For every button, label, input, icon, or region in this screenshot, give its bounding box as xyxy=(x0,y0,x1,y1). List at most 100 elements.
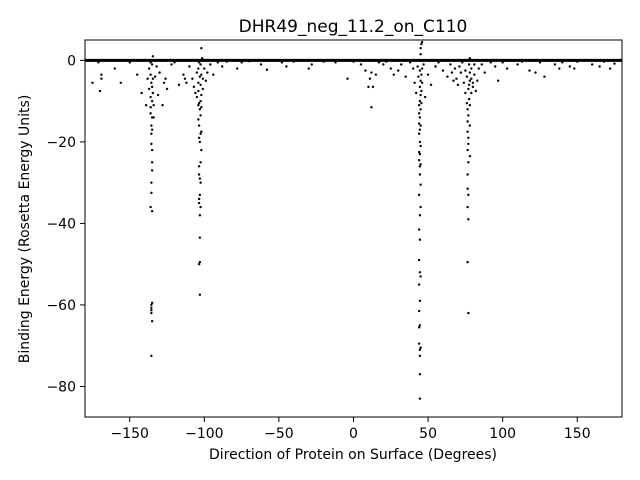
y-axis-label: Binding Energy (Rosetta Energy Units) xyxy=(17,95,33,364)
data-point xyxy=(441,69,445,72)
data-point xyxy=(473,63,476,66)
data-point xyxy=(418,173,422,176)
data-point xyxy=(150,124,153,127)
data-point xyxy=(200,148,203,152)
data-point xyxy=(419,53,422,56)
data-point xyxy=(149,205,152,209)
data-point xyxy=(150,311,153,315)
data-point xyxy=(307,67,310,70)
data-point xyxy=(370,71,373,74)
data-point xyxy=(151,55,155,58)
data-point xyxy=(100,77,103,80)
data-point xyxy=(467,161,470,164)
data-point xyxy=(150,303,153,307)
data-point xyxy=(467,97,471,101)
data-point xyxy=(198,75,202,78)
data-point xyxy=(177,83,181,87)
data-point xyxy=(474,89,478,93)
data-point xyxy=(119,81,123,84)
data-point xyxy=(462,81,466,84)
data-point xyxy=(420,89,423,93)
data-point xyxy=(466,108,469,111)
data-point xyxy=(465,75,469,78)
data-point xyxy=(150,181,153,184)
data-point xyxy=(136,73,139,76)
data-point xyxy=(150,306,153,309)
data-point xyxy=(419,163,422,166)
data-point xyxy=(480,63,483,66)
data-point xyxy=(150,132,153,135)
data-point xyxy=(467,114,470,117)
data-point xyxy=(418,354,422,358)
data-point xyxy=(418,152,422,156)
data-point xyxy=(198,177,202,180)
data-point xyxy=(468,104,472,107)
data-point xyxy=(197,197,201,201)
data-point xyxy=(418,271,422,274)
data-point xyxy=(422,63,425,66)
data-point xyxy=(423,95,427,99)
data-point xyxy=(198,293,202,296)
data-point xyxy=(368,77,372,80)
data-point xyxy=(418,69,422,72)
data-point xyxy=(197,136,201,140)
data-point xyxy=(150,320,154,323)
data-point xyxy=(156,93,160,97)
data-point xyxy=(170,63,173,66)
data-point xyxy=(153,75,157,78)
data-point xyxy=(191,77,194,80)
data-point xyxy=(150,81,153,84)
data-point xyxy=(150,63,154,66)
data-point xyxy=(201,87,205,91)
data-point xyxy=(417,132,421,135)
data-point xyxy=(471,85,475,89)
data-point xyxy=(417,228,421,231)
x-tick-label: −150 xyxy=(111,426,149,442)
data-point xyxy=(464,91,467,95)
data-point xyxy=(359,63,363,66)
data-point xyxy=(452,79,455,82)
y-tick-label: 0 xyxy=(67,53,76,69)
data-point xyxy=(150,128,154,131)
data-point xyxy=(212,73,215,76)
data-point xyxy=(419,346,422,349)
x-tick-label: 150 xyxy=(564,426,591,442)
data-point xyxy=(200,106,203,109)
data-point xyxy=(161,104,164,107)
data-point xyxy=(467,136,470,140)
data-point xyxy=(516,63,519,66)
data-point xyxy=(417,342,421,345)
data-point xyxy=(197,67,200,70)
data-point xyxy=(464,69,467,72)
data-point xyxy=(466,148,469,152)
data-point xyxy=(419,46,422,50)
data-point xyxy=(199,161,202,164)
data-point xyxy=(197,118,200,121)
data-point xyxy=(197,173,201,176)
data-point xyxy=(418,128,422,131)
data-point xyxy=(470,77,473,80)
data-point xyxy=(471,81,475,84)
data-point xyxy=(553,63,557,66)
data-point xyxy=(194,91,197,95)
data-point xyxy=(467,87,470,91)
data-point xyxy=(199,99,202,103)
data-point xyxy=(149,95,152,99)
data-point xyxy=(418,299,422,303)
data-point xyxy=(417,75,420,78)
data-point xyxy=(185,81,188,84)
data-point xyxy=(146,77,149,80)
data-point xyxy=(466,260,469,264)
data-point xyxy=(389,67,392,70)
data-point xyxy=(152,104,155,107)
data-point xyxy=(467,311,470,315)
data-point xyxy=(195,71,199,74)
data-point xyxy=(417,150,421,154)
data-point xyxy=(558,67,561,70)
data-point xyxy=(374,73,378,76)
data-point xyxy=(417,283,421,286)
data-point xyxy=(420,67,424,70)
data-point xyxy=(265,68,269,71)
